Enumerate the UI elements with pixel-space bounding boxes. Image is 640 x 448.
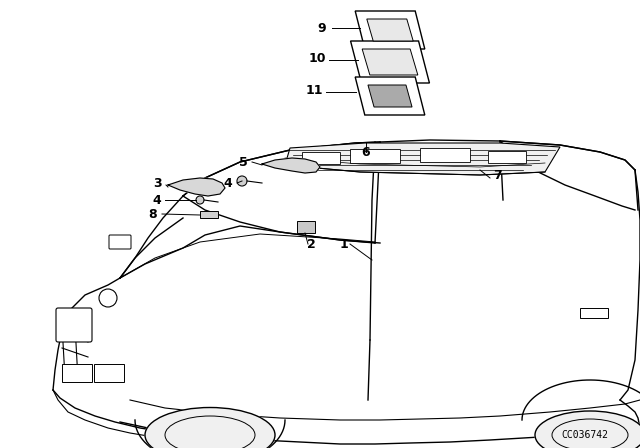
Ellipse shape — [145, 408, 275, 448]
Polygon shape — [168, 178, 225, 196]
Text: 5: 5 — [239, 155, 248, 168]
Polygon shape — [367, 19, 413, 41]
Polygon shape — [368, 85, 412, 107]
Text: 10: 10 — [308, 52, 326, 65]
Text: 4: 4 — [152, 194, 161, 207]
Polygon shape — [362, 49, 418, 75]
Text: 8: 8 — [148, 207, 157, 220]
Bar — [488, 151, 526, 163]
Bar — [62, 364, 92, 382]
Polygon shape — [355, 11, 425, 49]
Text: CC036742: CC036742 — [561, 430, 608, 440]
Bar — [420, 148, 470, 162]
Bar — [94, 364, 124, 382]
Text: 6: 6 — [362, 146, 371, 159]
Bar — [350, 149, 400, 163]
Text: 7: 7 — [493, 168, 501, 181]
Ellipse shape — [535, 411, 640, 448]
Bar — [580, 308, 608, 318]
Polygon shape — [355, 77, 425, 115]
Text: 2: 2 — [307, 237, 316, 250]
Text: 4: 4 — [223, 177, 232, 190]
Text: 11: 11 — [305, 83, 323, 96]
FancyBboxPatch shape — [56, 308, 92, 342]
Circle shape — [196, 196, 204, 204]
Circle shape — [237, 176, 247, 186]
Bar — [297, 221, 315, 233]
Text: 9: 9 — [317, 22, 326, 34]
Polygon shape — [285, 143, 560, 175]
Text: 1: 1 — [340, 237, 348, 250]
FancyBboxPatch shape — [109, 235, 131, 249]
Bar — [302, 152, 340, 164]
Polygon shape — [351, 41, 429, 83]
Text: 3: 3 — [153, 177, 161, 190]
Polygon shape — [262, 158, 320, 173]
Bar — [200, 211, 218, 218]
